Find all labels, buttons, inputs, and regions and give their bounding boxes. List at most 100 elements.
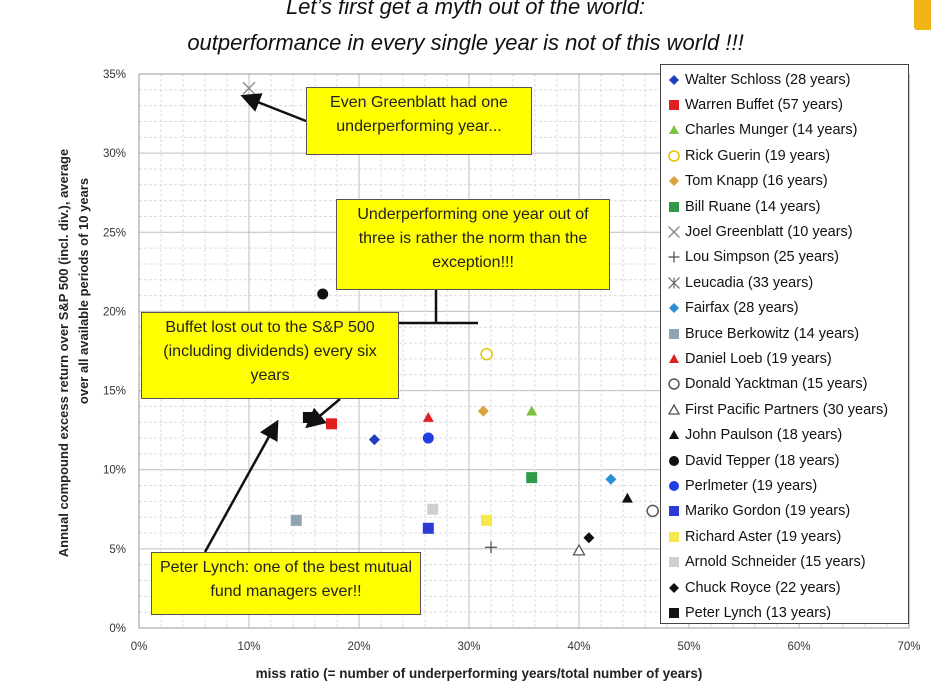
- marker-shape: [422, 432, 434, 444]
- legend-label: Richard Aster (19 years): [685, 528, 842, 545]
- marker-shape: [290, 514, 302, 526]
- marker-shape: [667, 403, 681, 415]
- legend-marker-shape: [669, 557, 679, 568]
- data-point: [526, 472, 538, 484]
- y-axis-label-line-1: Annual compound excess return over S&P 5…: [56, 149, 71, 557]
- callout-norm: Underperforming one year out of three is…: [336, 199, 610, 290]
- legend-marker: [669, 125, 679, 135]
- data-point: [477, 405, 489, 417]
- x-tick-label: 10%: [237, 641, 260, 653]
- y-tick-label: 15%: [103, 386, 126, 398]
- legend-label: Charles Munger (14 years): [685, 122, 858, 139]
- legend-marker-shape: [669, 125, 679, 135]
- legend-marker: [668, 276, 680, 289]
- legend-marker: [669, 557, 679, 568]
- legend-marker: [668, 251, 680, 263]
- corner-decoration: [914, 0, 931, 30]
- legend-marker-shape: [669, 353, 679, 363]
- marker-shape: [668, 378, 680, 391]
- y-tick-label: 30%: [103, 148, 126, 160]
- marker-shape: [317, 288, 329, 300]
- legend-marker-shape: [669, 480, 679, 491]
- legend-marker: [668, 226, 680, 238]
- legend-item: Bruce Berkowitz (14 years): [661, 321, 908, 346]
- legend-marker-shape: [669, 74, 679, 85]
- legend-marker: [669, 353, 679, 363]
- callout-greenblatt: Even Greenblatt had one underperforming …: [306, 87, 532, 155]
- legend-marker: [669, 506, 679, 517]
- legend-marker: [669, 455, 679, 466]
- marker-shape: [242, 81, 256, 95]
- legend-label: Leucadia (33 years): [685, 274, 814, 291]
- data-point: [422, 522, 434, 534]
- legend-label: Peter Lynch (13 years): [685, 604, 832, 621]
- marker-shape: [669, 506, 679, 517]
- marker-shape: [646, 504, 659, 518]
- x-tick-label: 40%: [567, 641, 590, 653]
- legend-label: Joel Greenblatt (10 years): [685, 224, 853, 241]
- lynch-arrow: [203, 419, 279, 553]
- legend-item: Tom Knapp (16 years): [661, 169, 908, 194]
- data-point: [480, 347, 493, 361]
- greenblatt-arrow: [240, 93, 307, 123]
- legend-item: Charles Munger (14 years): [661, 118, 908, 143]
- marker-shape: [422, 411, 434, 422]
- data-point: [481, 514, 493, 526]
- x-tick-label: 30%: [457, 641, 480, 653]
- legend-marker: [669, 100, 679, 111]
- marker-shape: [526, 472, 538, 484]
- legend-marker-shape: [669, 201, 679, 212]
- data-point: [526, 405, 538, 416]
- marker-shape: [668, 150, 680, 162]
- data-point: [646, 504, 659, 518]
- legend-item: Fairfax (28 years): [661, 296, 908, 321]
- marker-shape: [583, 532, 595, 544]
- legend-item: Donald Yacktman (15 years): [661, 372, 908, 397]
- legend-label: Donald Yacktman (15 years): [685, 376, 868, 393]
- data-point: [290, 514, 302, 526]
- legend-marker-shape: [669, 176, 679, 187]
- marker-shape: [669, 607, 679, 618]
- marker-shape: [326, 418, 337, 430]
- marker-shape: [422, 522, 434, 534]
- marker-shape: [481, 514, 493, 526]
- data-point: [317, 288, 329, 300]
- legend-marker-shape: [669, 582, 679, 593]
- data-point: [242, 81, 256, 95]
- legend-item: Lou Simpson (25 years): [661, 245, 908, 270]
- legend-marker: [669, 531, 679, 542]
- legend-marker: [669, 480, 679, 491]
- legend-label: Warren Buffet (57 years): [685, 97, 843, 114]
- legend-item: Warren Buffet (57 years): [661, 92, 908, 117]
- marker-shape: [669, 303, 679, 314]
- marker-shape: [669, 125, 679, 135]
- plot-area-border: [138, 73, 910, 629]
- chart-title-line-2: outperformance in every single year is n…: [187, 30, 744, 55]
- legend-marker: [669, 176, 679, 187]
- legend-marker-shape: [669, 100, 679, 111]
- legend-marker: [669, 328, 679, 339]
- marker-shape: [669, 176, 679, 187]
- y-tick-label: 0%: [109, 623, 126, 635]
- legend-marker-shape: [668, 226, 680, 238]
- data-point: [326, 418, 337, 430]
- y-tick-label: 20%: [103, 306, 126, 318]
- legend-marker-shape: [669, 430, 679, 440]
- marker-shape: [669, 531, 679, 542]
- legend-item: Rick Guerin (19 years): [661, 143, 908, 168]
- data-point: [422, 411, 434, 422]
- marker-shape: [605, 473, 617, 485]
- data-point: [485, 541, 497, 554]
- x-tick-label: 0%: [131, 641, 148, 653]
- legend-item: Daniel Loeb (19 years): [661, 346, 908, 371]
- legend-marker-shape: [667, 403, 681, 415]
- y-tick-label: 35%: [103, 69, 126, 81]
- legend-marker-shape: [669, 607, 679, 618]
- legend-item: Walter Schloss (28 years): [661, 67, 908, 92]
- legend-item: Mariko Gordon (19 years): [661, 499, 908, 524]
- legend-label: Lou Simpson (25 years): [685, 249, 839, 266]
- y-tick-label: 25%: [103, 227, 126, 239]
- legend-item: Joel Greenblatt (10 years): [661, 219, 908, 244]
- legend-marker-shape: [668, 378, 680, 391]
- data-point: [572, 543, 586, 556]
